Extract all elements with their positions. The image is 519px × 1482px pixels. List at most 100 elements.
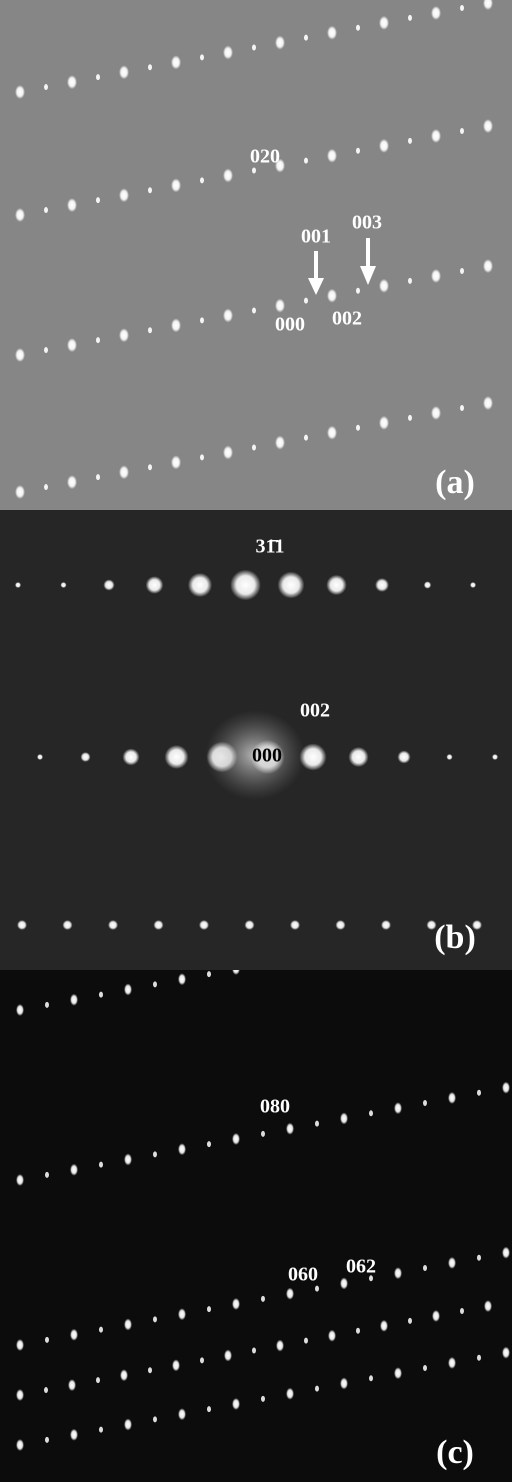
index-label: 000 (275, 314, 305, 336)
diffraction-spot (460, 5, 464, 11)
diffraction-spot (483, 396, 493, 410)
diffraction-spot (99, 1327, 103, 1333)
diffraction-spot (124, 1318, 132, 1330)
diffraction-spot (67, 475, 77, 489)
diffraction-spot (108, 920, 118, 930)
diffraction-spot (44, 207, 48, 213)
diffraction-spot (502, 1082, 510, 1094)
diffraction-spot (70, 994, 78, 1006)
diffraction-spot (207, 1406, 211, 1412)
diffraction-spot (252, 45, 256, 51)
diffraction-spot (348, 747, 368, 767)
diffraction-spot (207, 971, 211, 977)
diffraction-spot (379, 139, 389, 153)
diffraction-spot (483, 119, 493, 133)
diffraction-spot (397, 750, 410, 763)
diffraction-spot (252, 308, 256, 314)
diffraction-spot (44, 347, 48, 353)
diffraction-spot (15, 582, 21, 588)
diffraction-spot (431, 6, 441, 20)
diffraction-spot (96, 74, 100, 80)
diffraction-spot (119, 188, 129, 202)
diffraction-spot (67, 338, 77, 352)
diffraction-spot (512, 258, 516, 264)
diffraction-spot (199, 920, 209, 930)
diffraction-spot (394, 1367, 402, 1379)
diffraction-spot (45, 1172, 49, 1178)
diffraction-spot (286, 1388, 294, 1400)
panel-label: (b) (434, 919, 476, 956)
diffraction-spot (70, 1329, 78, 1341)
diffraction-spot (124, 983, 132, 995)
diffraction-spot (200, 317, 204, 323)
diffraction-spot (394, 1267, 402, 1279)
diffraction-spot (124, 1153, 132, 1165)
index-label: 31̄1 (256, 536, 285, 558)
diffraction-spot (232, 1298, 240, 1310)
diffraction-spot (61, 582, 67, 588)
diffraction-spot (45, 1337, 49, 1343)
diffraction-spot (375, 578, 389, 592)
diffraction-spot (448, 1357, 456, 1369)
diffraction-spot (304, 435, 308, 441)
diffraction-spot (44, 484, 48, 490)
diffraction-spot (223, 308, 233, 322)
diffraction-spot (16, 1004, 24, 1016)
diffraction-spot (124, 1418, 132, 1430)
diffraction-spot (424, 581, 431, 588)
diffraction-spot (119, 65, 129, 79)
index-label: 062 (346, 1256, 376, 1278)
diffraction-spot (230, 570, 261, 601)
diffraction-spot (512, 0, 516, 1)
diffraction-spot (340, 1277, 348, 1289)
diffraction-spot (448, 1257, 456, 1269)
index-label: 000 (252, 745, 282, 767)
diffraction-spot (207, 1141, 211, 1147)
diffraction-spot (165, 745, 189, 769)
diffraction-spot (516, 582, 519, 588)
diffraction-spot (327, 26, 337, 40)
diffraction-spot (304, 35, 308, 41)
diffraction-spot (460, 128, 464, 134)
diffraction-spot (460, 1308, 464, 1314)
diffraction-spot (379, 16, 389, 30)
diffraction-spot (315, 1386, 319, 1392)
diffraction-spot (178, 973, 186, 985)
index-label: 003 (352, 212, 382, 234)
diffraction-spot (15, 208, 25, 222)
diffraction-spot (477, 1355, 481, 1361)
index-label: 002 (300, 700, 330, 722)
diffraction-spot (154, 920, 164, 930)
diffraction-spot (290, 920, 300, 930)
diffraction-spot (446, 754, 452, 760)
diffraction-spot (432, 1310, 440, 1322)
diffraction-spot (408, 278, 412, 284)
diffraction-spot (224, 1349, 232, 1361)
diffraction-spot (340, 1377, 348, 1389)
diffraction-spot (200, 1357, 204, 1363)
diffraction-spot (276, 1340, 284, 1352)
diffraction-spot (286, 1288, 294, 1300)
diffraction-spot (178, 1143, 186, 1155)
index-label: 060 (288, 1264, 318, 1286)
diffraction-spot (178, 1308, 186, 1320)
diffraction-spot (172, 1359, 180, 1371)
diffraction-spot (17, 920, 27, 930)
diffraction-spot (120, 1369, 128, 1381)
diffraction-spot (67, 198, 77, 212)
diffraction-spot (304, 1338, 308, 1344)
diffraction-spot (153, 1151, 157, 1157)
diffraction-spot (171, 318, 181, 332)
diffraction-spot (423, 1265, 427, 1271)
diffraction-spot (275, 36, 285, 50)
diffraction-spot (394, 1102, 402, 1114)
diffraction-spot (315, 1286, 319, 1292)
diffraction-spot (252, 168, 256, 174)
diffraction-spot (278, 572, 305, 599)
diffraction-spot (275, 436, 285, 450)
diffraction-spot (315, 1121, 319, 1127)
page: 020 001 003 000 002 (a) 31̄1 002 000 (b)… (0, 0, 519, 1482)
diffraction-spot (460, 268, 464, 274)
index-label: 002 (332, 308, 362, 330)
diffraction-spot (232, 1133, 240, 1145)
